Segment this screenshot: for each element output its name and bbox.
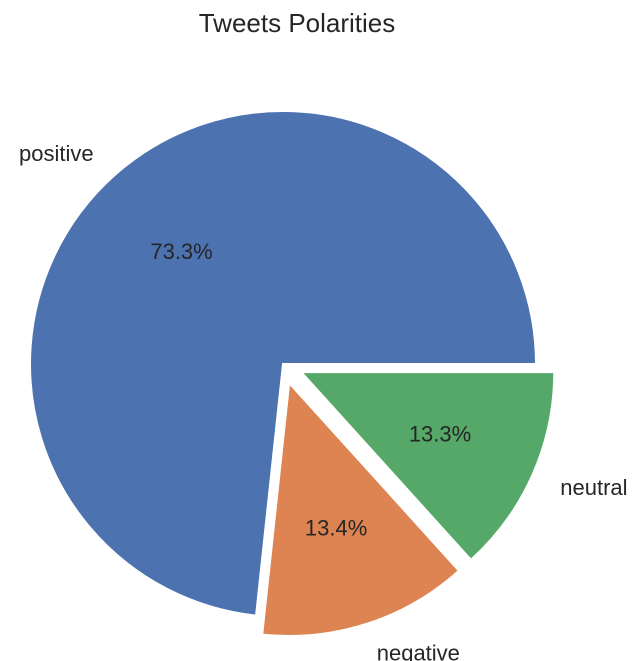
chart-title: Tweets Polarities [199, 8, 396, 38]
pie-label-neutral: neutral [560, 475, 627, 500]
pie-slice-positive [29, 110, 538, 617]
pie-slice-negative [261, 380, 461, 638]
pie-value-label-positive: 73.3% [150, 239, 212, 264]
pie-labels: positive 73.3% negative 13.4% neutral 13.3% [19, 141, 628, 661]
pie-label-negative: negative [377, 641, 460, 661]
pie-slice-neutral [299, 371, 556, 562]
pie-label-positive: positive [19, 141, 94, 166]
pie-value-label-neutral: 13.3% [409, 422, 471, 447]
pie-slices [29, 110, 556, 638]
pie-value-label-negative: 13.4% [305, 515, 367, 540]
